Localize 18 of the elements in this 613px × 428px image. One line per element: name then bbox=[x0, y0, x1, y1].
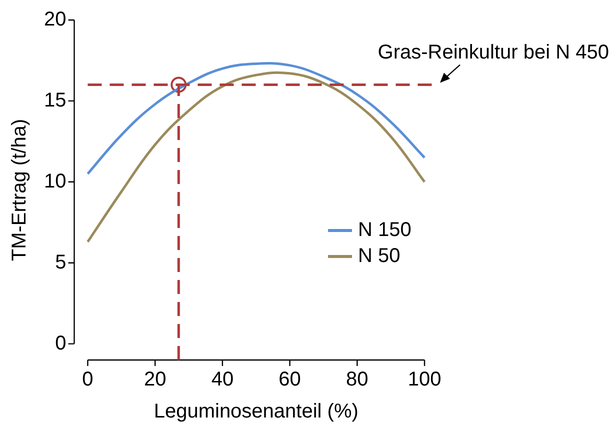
line-series bbox=[86, 71, 426, 244]
ref-line-label: Gras-Reinkultur bei N 450 bbox=[378, 41, 609, 64]
x-axis-title: Leguminosenanteil (%) bbox=[154, 400, 358, 423]
x-tick-label: 0 bbox=[82, 368, 94, 391]
x-tick-label: 80 bbox=[346, 368, 368, 391]
y-axis-title: TM-Ertrag (t/ha) bbox=[8, 118, 31, 262]
legend-label: N 150 bbox=[358, 218, 412, 241]
x-tick-label: 60 bbox=[278, 368, 301, 391]
x-tick-label: 20 bbox=[144, 368, 166, 391]
line-series bbox=[86, 62, 426, 176]
x-tick-label: 100 bbox=[408, 368, 442, 391]
legend-label: N 50 bbox=[358, 244, 400, 267]
y-tick-label: 5 bbox=[55, 251, 66, 274]
y-tick-label: 15 bbox=[44, 89, 66, 112]
y-tick-label: 20 bbox=[44, 8, 66, 31]
y-tick-label: 10 bbox=[44, 170, 66, 192]
y-tick-label: 0 bbox=[55, 332, 66, 354]
x-tick-label: 40 bbox=[211, 368, 234, 391]
